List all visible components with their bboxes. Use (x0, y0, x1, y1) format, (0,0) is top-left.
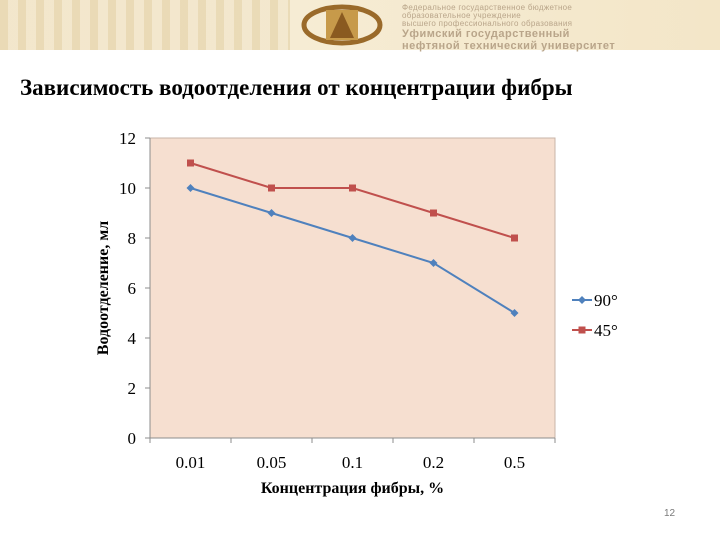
header-banner: Федеральное государственное бюджетное об… (0, 0, 720, 53)
x-tick-label: 0.5 (504, 453, 525, 472)
data-point (349, 184, 356, 192)
y-tick-label: 8 (128, 229, 137, 248)
legend-label: 90° (594, 291, 618, 310)
y-tick-label: 12 (119, 129, 136, 148)
y-tick-label: 0 (128, 429, 137, 448)
data-point (429, 259, 438, 267)
legend-marker (578, 326, 586, 334)
x-axis-title: Концентрация фибры, % (261, 480, 444, 497)
x-tick-label: 0.01 (176, 453, 206, 472)
banner-line-1: Федеральное государственное бюджетное (402, 3, 573, 12)
data-point (510, 309, 519, 317)
y-axis-title: Водоотделение, мл (95, 221, 112, 355)
y-tick-label: 10 (119, 179, 136, 198)
banner-line-4: Уфимский государственный (402, 28, 570, 40)
legend-marker (578, 296, 586, 304)
data-point (186, 184, 195, 192)
plot-area (149, 137, 556, 439)
legend-label: 45° (594, 321, 618, 340)
data-point (511, 234, 518, 242)
x-tick-label: 0.05 (257, 453, 287, 472)
data-point (267, 209, 276, 217)
y-tick-label: 2 (128, 379, 137, 398)
data-point (430, 209, 437, 217)
banner-line-5: нефтяной технический университет (402, 40, 616, 52)
x-tick-label: 0.1 (342, 453, 363, 472)
data-point (268, 184, 275, 192)
y-tick-label: 6 (128, 279, 137, 298)
banner-text: Федеральное государственное бюджетное об… (402, 3, 717, 53)
page-number: 12 (664, 508, 676, 519)
banner-decoration (0, 0, 290, 50)
x-tick-label: 0.2 (423, 453, 444, 472)
banner-line-2: образовательное учреждение (402, 11, 522, 20)
banner-line-3: высшего профессионального образования (402, 19, 573, 28)
data-point (187, 159, 194, 167)
slide-title: Зависимость водоотделения от концентраци… (20, 75, 573, 100)
university-logo (301, 4, 383, 46)
y-tick-label: 4 (128, 329, 137, 348)
data-point (348, 234, 357, 242)
